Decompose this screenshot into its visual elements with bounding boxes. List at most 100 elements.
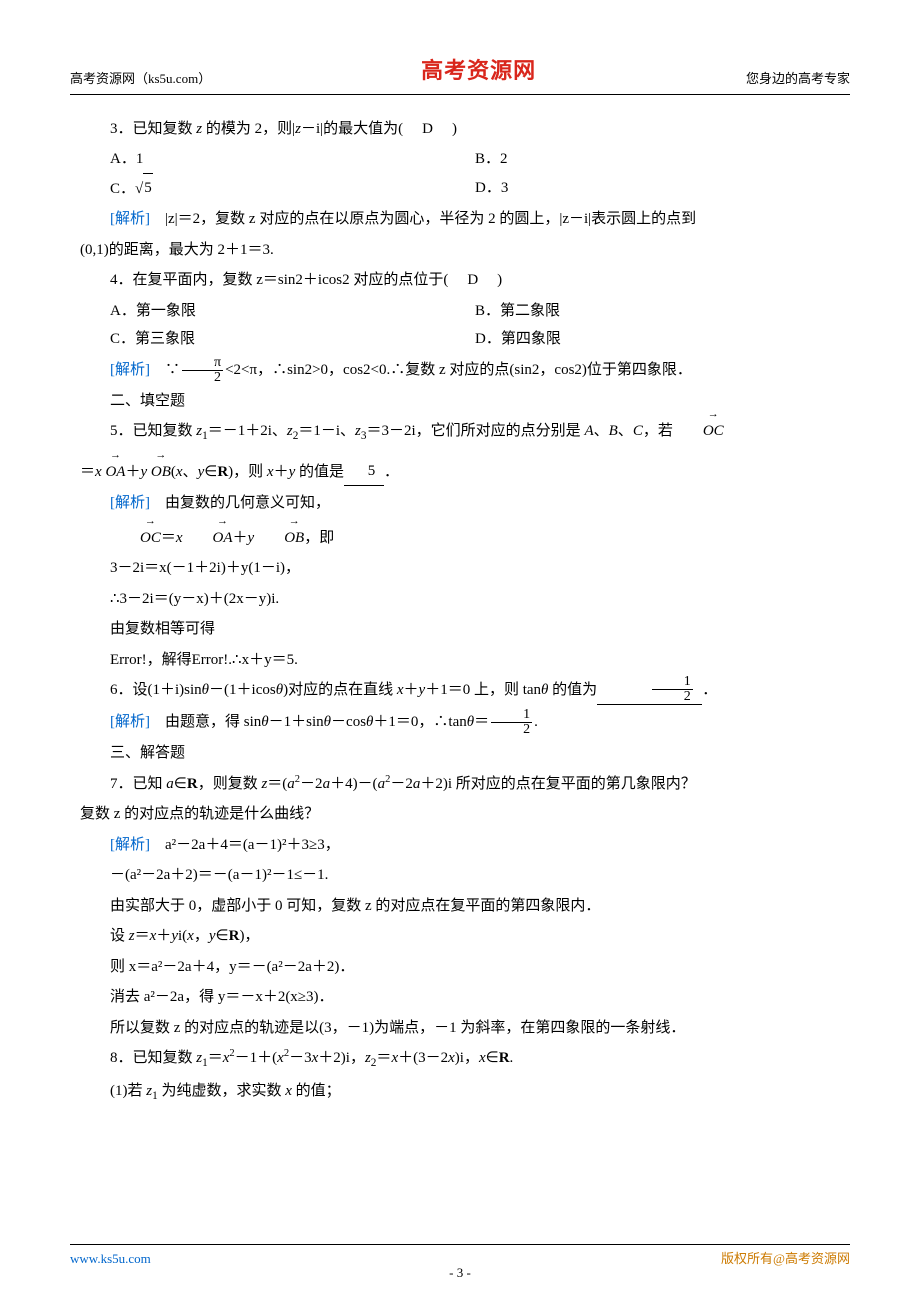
header-left: 高考资源网（ks5u.com）	[70, 67, 211, 92]
text: ＝	[80, 464, 95, 480]
text: ＝	[161, 530, 176, 546]
text: ＝	[474, 714, 489, 730]
text: ＝－1＋2i、	[208, 423, 287, 439]
numerator: π	[182, 356, 223, 370]
text: －i|的最大值为(	[301, 121, 418, 137]
page-header: 高考资源网（ks5u.com） 高考资源网 您身边的高考专家	[70, 50, 850, 95]
q7-analysis-4: 设 z＝x＋yi(x，y∈R)，	[80, 922, 840, 951]
q7-analysis-7: 所以复数 z 的对应点的轨迹是以(3，－1)为端点，－1 为斜率，在第四象限的一…	[80, 1014, 840, 1043]
q7-analysis-5: 则 x＝a²－2a＋4，y＝－(a²－2a＋2)．	[80, 953, 840, 982]
text: 的模为 2，则|	[202, 121, 295, 137]
text: －cos	[331, 714, 366, 730]
q5-analysis-3: 3－2i＝x(－1＋2i)＋y(1－i)，	[80, 554, 840, 583]
text: ＋	[233, 530, 248, 546]
text: (1)若	[110, 1083, 146, 1099]
text: －3	[289, 1050, 312, 1066]
text: ，若	[643, 423, 673, 439]
q4-optA: A．第一象限	[110, 297, 475, 326]
text: )，	[239, 928, 259, 944]
fraction: 12	[652, 675, 693, 704]
q7-analysis-6: 消去 a²－2a，得 y＝－x＋2(x≥3)．	[80, 983, 840, 1012]
text: 的值是	[295, 464, 344, 480]
section-2-heading: 二、填空题	[80, 387, 840, 416]
text: )	[437, 121, 457, 137]
q8-stem: 8．已知复数 z1＝x2－1＋(x2－3x＋2)i，z2＝x＋(3－2x)i，x…	[80, 1044, 840, 1074]
text: －1＋(	[235, 1050, 278, 1066]
q4-optD: D．第四象限	[475, 325, 840, 354]
set-R: R	[217, 464, 228, 480]
numerator: 1	[652, 675, 693, 689]
q5-analysis-1: [解析] 由复数的几何意义可知，	[80, 489, 840, 518]
text: ＝(	[267, 776, 287, 792]
q3-stem: 3．已知复数 z 的模为 2，则|z－i|的最大值为( D )	[80, 115, 840, 144]
document-page: 高考资源网（ks5u.com） 高考资源网 您身边的高考专家 3．已知复数 z …	[0, 0, 920, 1302]
text: ∈	[216, 928, 229, 944]
set-R: R	[187, 776, 198, 792]
text: C．	[110, 181, 135, 197]
analysis-label: [解析]	[110, 714, 150, 730]
analysis-label: [解析]	[110, 362, 150, 378]
header-right: 您身边的高考专家	[746, 67, 850, 92]
text: 的值；	[292, 1083, 341, 1099]
footer-url: www.ks5u.com	[70, 1247, 151, 1272]
q3-analysis: [解析] |z|＝2，复数 z 对应的点在以原点为圆心，半径为 2 的圆上，|z…	[80, 205, 840, 234]
page-footer: www.ks5u.com - 3 - 版权所有@高考资源网	[70, 1244, 850, 1272]
text: ＋2)i，	[318, 1050, 365, 1066]
text: ＝	[376, 1050, 391, 1066]
text: ∵	[150, 362, 180, 378]
q7-analysis-2: －(a²－2a＋2)＝－(a－1)²－1≤－1.	[80, 861, 840, 890]
text: －2	[390, 776, 413, 792]
text: 5	[143, 173, 153, 203]
vector-OA: →OA	[183, 524, 233, 553]
q4-optB: B．第二象限	[475, 297, 840, 326]
numerator: 1	[491, 708, 532, 722]
section-3-heading: 三、解答题	[80, 739, 840, 768]
q5-analysis-2: →OC＝x→OA＋y→OB，即	[80, 524, 840, 553]
sqrt-icon: 5	[135, 174, 153, 204]
text: 、	[183, 464, 198, 480]
text: 由题意，得 sin	[150, 714, 261, 730]
text: ，即	[304, 530, 334, 546]
text: 设	[110, 928, 129, 944]
vector-OA: →OA	[105, 458, 125, 487]
text: ＋	[156, 928, 171, 944]
text: ＋1＝0 上，则 tan	[425, 682, 541, 698]
q3-optC: C． 5	[110, 174, 475, 204]
q4-answer: D	[463, 272, 482, 288]
analysis-label: [解析]	[110, 495, 150, 511]
analysis-label: [解析]	[110, 211, 150, 227]
q3-optD: D．3	[475, 174, 840, 204]
text: 、	[618, 423, 633, 439]
vector-OC: →OC	[110, 524, 161, 553]
text: 3－2i＝x(－1＋2i)＋y(1－i)，	[110, 560, 300, 576]
fraction: 12	[491, 708, 532, 737]
text: 6．设(1＋i)sin	[110, 682, 202, 698]
text: ＋	[125, 464, 140, 480]
text: 8．已知复数	[110, 1050, 196, 1066]
page-number: - 3 -	[449, 1261, 471, 1286]
q5-stem-2: ＝x →OA＋y →OB(x、y∈R)，则 x＋y 的值是 5 ．	[80, 458, 840, 488]
set-R: R	[229, 928, 240, 944]
q3-analysis-2: (0,1)的距离，最大为 2＋1＝3.	[80, 236, 840, 265]
text: 由复数的几何意义可知，	[150, 495, 330, 511]
q3-answer: D	[418, 121, 437, 137]
text: ＋	[274, 464, 289, 480]
q5-analysis-4: ∴3－2i＝(y－x)＋(2x－y)i.	[80, 585, 840, 614]
text: 4．在复平面内，复数 z＝sin2＋icos2 对应的点位于(	[110, 272, 463, 288]
set-R: R	[499, 1050, 510, 1066]
text: ＝3－2i，它们所对应的点分别是	[367, 423, 585, 439]
text: －2	[300, 776, 323, 792]
footer-copyright: 版权所有@高考资源网	[721, 1247, 850, 1272]
vector-OB: →OB	[254, 524, 304, 553]
denominator: 2	[182, 370, 223, 385]
q4-stem: 4．在复平面内，复数 z＝sin2＋icos2 对应的点位于( D )	[80, 266, 840, 295]
text: ＋(3－2	[398, 1050, 448, 1066]
q5-analysis-5: 由复数相等可得	[80, 615, 840, 644]
text: ，	[194, 928, 209, 944]
text: ＝	[135, 928, 150, 944]
text: ＝1－i、	[298, 423, 355, 439]
fill-blank: 5	[344, 457, 384, 487]
text: －(1＋icos	[209, 682, 276, 698]
text: －1＋sin	[269, 714, 324, 730]
denominator: 2	[491, 722, 532, 737]
